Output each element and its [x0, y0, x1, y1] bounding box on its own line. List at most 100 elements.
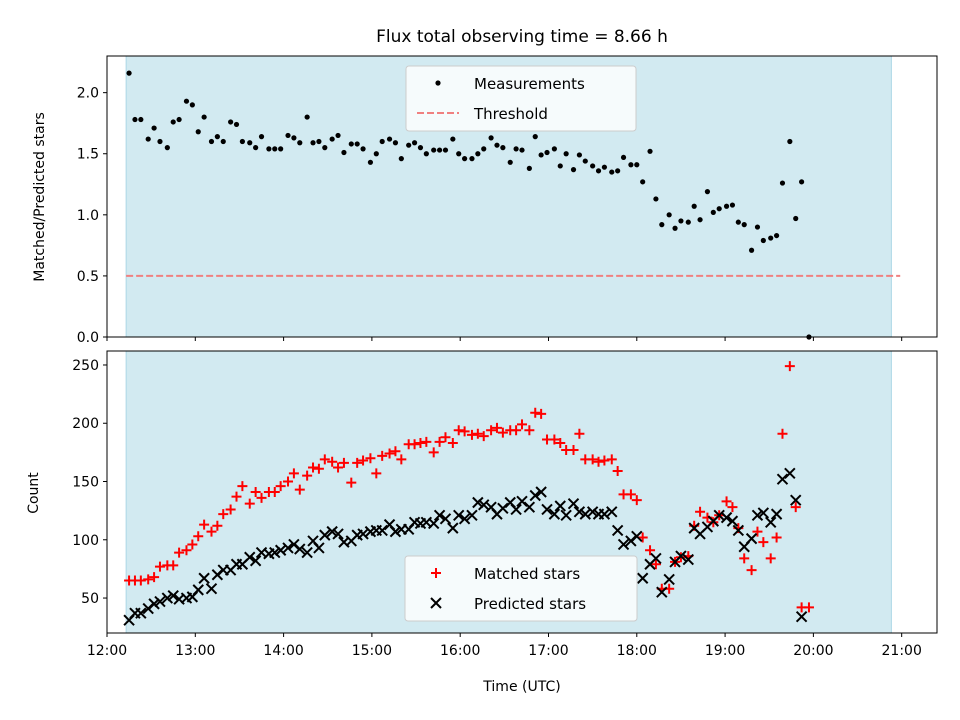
- matched-star-point: [154, 561, 165, 572]
- legend-matched-label: Matched stars: [474, 565, 580, 583]
- matched-star-point: [365, 453, 376, 464]
- measurement-point: [481, 146, 487, 152]
- matched-star-point: [231, 491, 242, 502]
- predicted-star-point: [523, 501, 536, 513]
- predicted-star-point: [148, 598, 160, 610]
- bottom-x-tick-label: 19:00: [705, 643, 745, 659]
- bottom-y-tick-label: 250: [72, 358, 99, 374]
- predicted-star-point: [458, 513, 471, 525]
- measurement-point: [450, 136, 456, 142]
- measurement-point: [601, 164, 608, 170]
- bottom-legend-box: [404, 555, 638, 622]
- matched-star-point: [771, 532, 782, 543]
- measurement-point: [456, 151, 462, 157]
- measurement-point: [266, 146, 272, 152]
- measurement-point: [640, 179, 646, 185]
- legend-predicted-label: Predicted stars: [474, 595, 586, 613]
- measurement-point: [398, 156, 404, 162]
- predicted-star-point: [548, 508, 561, 520]
- measurement-point: [666, 212, 672, 218]
- matched-star-point: [302, 470, 313, 481]
- measurement-point: [247, 140, 253, 146]
- matched-star-point: [466, 429, 477, 440]
- predicted-star-point: [274, 544, 287, 556]
- measurement-point: [647, 148, 653, 154]
- predicted-star-point: [764, 516, 777, 529]
- predicted-star-point: [560, 509, 572, 522]
- measurement-point: [138, 116, 144, 123]
- measurement-point: [348, 141, 354, 147]
- matched-star-point: [199, 519, 210, 530]
- measurement-point: [258, 134, 265, 140]
- matched-star-point: [574, 428, 585, 439]
- matched-star-point: [606, 454, 617, 465]
- bottom-x-tick-label: 18:00: [617, 643, 657, 659]
- measurement-point: [462, 156, 468, 162]
- top-legend: Measurements Threshold: [405, 65, 637, 132]
- measurement-point: [354, 141, 360, 147]
- matched-star-point: [758, 537, 769, 548]
- x-axis-label: Time (UTC): [482, 679, 560, 695]
- measurement-point: [360, 146, 366, 152]
- measurement-point: [582, 158, 588, 164]
- predicted-star-point: [269, 546, 281, 559]
- predicted-star-point: [790, 494, 802, 506]
- predicted-star-point: [598, 508, 611, 520]
- legend-measurements-marker: [435, 80, 441, 86]
- bottom-y-tick-label: 100: [72, 533, 99, 549]
- measurement-point: [741, 222, 747, 228]
- top-y-tick-label: 1.0: [77, 208, 99, 224]
- measurement-point: [291, 135, 297, 141]
- predicted-star-point: [682, 553, 695, 566]
- measurement-point: [710, 209, 716, 215]
- matched-star-point: [149, 572, 160, 583]
- matched-star-point: [517, 419, 527, 430]
- top-y-tick-label: 2.0: [77, 86, 99, 102]
- predicted-star-point: [663, 573, 675, 586]
- predicted-star-point: [579, 508, 591, 520]
- measurement-point: [620, 154, 627, 161]
- matched-star-point: [396, 454, 407, 465]
- predicted-star-point: [497, 502, 509, 515]
- matched-star-point: [294, 484, 305, 495]
- measurement-point: [513, 146, 519, 152]
- predicted-star-point: [726, 515, 739, 527]
- predicted-star-point: [453, 509, 465, 522]
- measurement-point: [773, 232, 780, 239]
- matched-star-point: [530, 407, 541, 418]
- measurement-point: [329, 136, 335, 142]
- measurement-point: [526, 165, 532, 171]
- matched-star-point: [174, 547, 185, 558]
- matched-star-point: [327, 456, 338, 467]
- measurement-point: [475, 151, 481, 157]
- matched-star-point: [346, 477, 357, 488]
- bottom-panel: Count Time (UTC) 50 100 150 200 250 12:00 13:0…: [26, 350, 938, 695]
- measurement-point: [417, 145, 424, 151]
- measurement-point: [335, 132, 341, 139]
- matched-star-point: [181, 545, 192, 556]
- matched-star-point: [524, 425, 535, 436]
- matched-star-point: [283, 476, 294, 487]
- top-y-tick-label: 0.5: [77, 269, 99, 285]
- matched-star-point: [784, 361, 795, 372]
- top-legend-box: [405, 65, 637, 132]
- predicted-star-point: [249, 555, 262, 567]
- measurement-point: [544, 149, 550, 156]
- bottom-x-tick-label: 15:00: [352, 643, 392, 659]
- bottom-y-axis-label: Count: [26, 472, 42, 514]
- measurement-point: [304, 114, 310, 120]
- measurement-point: [157, 138, 163, 145]
- measurement-point: [239, 138, 245, 145]
- measurement-point: [411, 140, 418, 146]
- measurement-point: [469, 156, 475, 162]
- predicted-star-point: [745, 532, 758, 545]
- predicted-star-point: [319, 529, 331, 541]
- predicted-star-point: [161, 592, 174, 604]
- matched-star-point: [193, 531, 204, 542]
- matched-star-point: [428, 447, 439, 458]
- matched-star-point: [390, 446, 401, 457]
- measurement-point: [793, 215, 799, 222]
- measurement-point: [406, 142, 412, 148]
- matched-star-point: [313, 463, 324, 474]
- measurement-point: [201, 114, 207, 120]
